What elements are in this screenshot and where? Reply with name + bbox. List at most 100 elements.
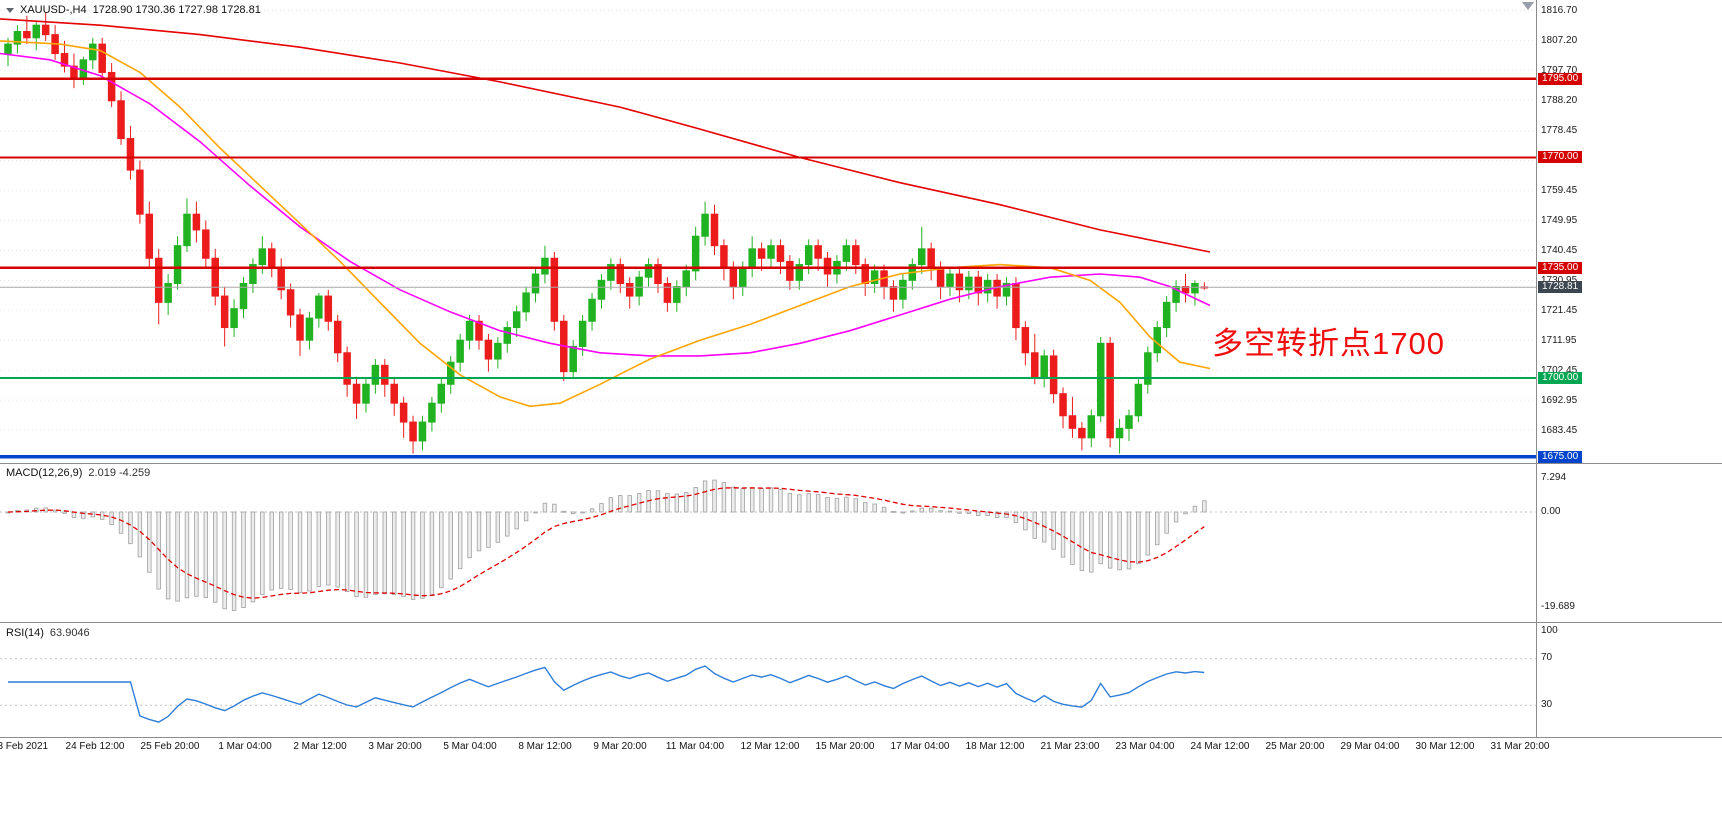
- candle: [1049, 349, 1058, 404]
- time-axis-label: 21 Mar 23:00: [1040, 741, 1100, 752]
- candle: [145, 201, 154, 268]
- price-axis[interactable]: 1816.701807.201797.701788.201778.451768.…: [1536, 0, 1722, 738]
- candle: [560, 314, 568, 382]
- macd-histogram-bar: [410, 511, 416, 600]
- time-axis-label: 2 Mar 12:00: [293, 741, 347, 752]
- macd-histogram-bar: [523, 511, 529, 522]
- candle: [625, 277, 634, 309]
- candle: [917, 226, 926, 275]
- macd-histogram-bar: [740, 488, 745, 513]
- one-click-trading-arrow-icon[interactable]: [6, 7, 14, 13]
- time-axis-label: 3 Mar 20:00: [368, 741, 422, 752]
- macd-histogram-bar: [363, 511, 369, 598]
- time-axis[interactable]: 23 Feb 2021 24 Feb 12:00 25 Feb 20:00 1 Mar…: [0, 738, 1722, 762]
- macd-histogram-bar: [561, 510, 566, 513]
- macd-histogram-bar: [467, 511, 472, 559]
- macd-histogram-bar: [731, 486, 736, 513]
- macd-histogram-bar: [599, 503, 604, 513]
- macd-histogram-bar: [985, 511, 990, 517]
- candle: [32, 22, 41, 51]
- rsi-current-value: 63.9046: [49, 627, 90, 639]
- candle: [324, 289, 333, 331]
- macd-histogram-bar: [1126, 511, 1132, 570]
- candle: [541, 245, 549, 284]
- macd-histogram-bar: [1107, 511, 1113, 569]
- macd-histogram-bar: [1155, 511, 1160, 546]
- time-axis-label: 1 Mar 04:00: [218, 741, 272, 752]
- candle: [1125, 409, 1133, 441]
- price-axis-label: 1788.20: [1541, 94, 1578, 106]
- macd-histogram-bar: [1023, 511, 1028, 531]
- time-axis-label: 11 Mar 04:00: [665, 741, 725, 752]
- candle: [767, 239, 775, 268]
- macd-histogram-bar: [1136, 511, 1141, 565]
- macd-histogram-bar: [250, 511, 256, 603]
- panel-splitter-macd[interactable]: [0, 463, 1722, 464]
- macd-histogram-bar: [589, 508, 595, 513]
- macd-histogram-bar: [1183, 511, 1188, 515]
- macd-histogram-bar: [118, 511, 124, 534]
- candle: [1172, 280, 1180, 312]
- macd-histogram-bar: [278, 511, 284, 589]
- candle: [757, 242, 766, 271]
- candle: [512, 305, 521, 338]
- candle: [786, 255, 794, 290]
- candle: [286, 283, 295, 328]
- rsi-panel[interactable]: [0, 623, 1536, 737]
- candle: [1191, 280, 1199, 306]
- candle: [607, 258, 615, 290]
- macd-histogram-bar: [344, 511, 350, 592]
- macd-histogram-bar: [326, 511, 331, 586]
- candle: [296, 308, 304, 356]
- macd-histogram-bar: [768, 487, 774, 513]
- macd-histogram-bar: [1013, 511, 1019, 524]
- candle: [908, 258, 917, 290]
- macd-histogram-bar: [392, 511, 397, 595]
- candle: [1162, 296, 1171, 338]
- candle: [597, 274, 606, 309]
- candle: [41, 12, 50, 41]
- macd-histogram-bar: [928, 507, 934, 513]
- price-axis-label: 1797.70: [1541, 64, 1578, 76]
- panel-splitter-rsi[interactable]: [0, 622, 1722, 623]
- candle: [192, 201, 201, 243]
- macd-histogram-bar: [213, 511, 218, 603]
- time-axis-label: 18 Mar 12:00: [965, 741, 1025, 752]
- candle: [107, 62, 116, 108]
- candle: [333, 314, 342, 363]
- macd-histogram-bar: [759, 488, 764, 513]
- macd-histogram-bar: [1117, 511, 1122, 571]
- candle: [899, 274, 907, 309]
- candle: [1078, 422, 1086, 451]
- time-axis-label: 15 Mar 20:00: [815, 741, 875, 752]
- macd-histogram-bar: [307, 511, 312, 592]
- chart-shift-marker-icon[interactable]: [1522, 2, 1534, 10]
- candle: [1144, 346, 1152, 394]
- macd-histogram-bar: [147, 511, 152, 573]
- candle: [1059, 387, 1067, 429]
- time-axis-label: 29 Mar 04:00: [1340, 741, 1400, 752]
- macd-histogram-bar: [580, 511, 585, 514]
- main-price-chart[interactable]: [0, 0, 1536, 463]
- macd-histogram-bar: [627, 495, 632, 513]
- macd-histogram-bar: [62, 511, 67, 514]
- candle: [1134, 377, 1143, 423]
- macd-panel[interactable]: [0, 464, 1536, 622]
- time-axis-label: 12 Mar 12:00: [740, 741, 800, 752]
- price-axis-label: 1778.45: [1541, 125, 1578, 137]
- candle: [305, 311, 314, 350]
- macd-histogram-bar: [815, 494, 821, 513]
- chart-text-annotation[interactable]: 多空转折点1700: [1212, 326, 1445, 361]
- rsi-label: RSI(14) 63.9046: [6, 627, 90, 639]
- candle: [249, 258, 257, 293]
- price-axis-label: 1759.45: [1541, 185, 1578, 197]
- macd-histogram-bar: [184, 511, 190, 599]
- macd-histogram-bar: [834, 497, 840, 513]
- candle: [4, 37, 12, 67]
- macd-histogram-bar: [552, 503, 557, 513]
- symbol-period-label: XAUUSD-,H4: [20, 4, 87, 16]
- macd-histogram-bar: [1145, 511, 1151, 556]
- macd-histogram-bar: [910, 510, 915, 513]
- candle: [277, 258, 285, 300]
